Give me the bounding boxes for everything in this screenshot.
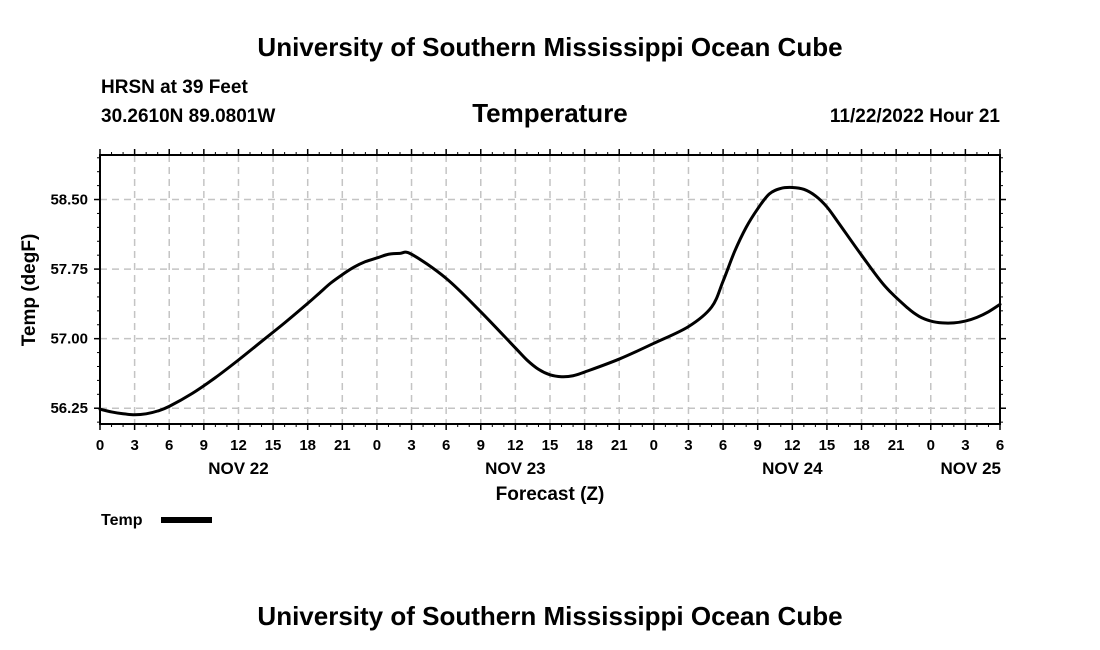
date-label: NOV 22	[208, 459, 268, 478]
x-tick-label: 21	[334, 437, 351, 454]
coordinates-label: 30.2610N 89.0801W	[101, 106, 276, 127]
x-tick-label: 3	[130, 437, 138, 454]
y-tick-label: 58.50	[50, 192, 88, 209]
legend-swatch	[161, 517, 212, 523]
x-tick-label: 21	[611, 437, 628, 454]
footer-title: University of Southern Mississippi Ocean…	[257, 601, 843, 631]
x-tick-label: 9	[200, 437, 208, 454]
x-tick-label: 18	[853, 437, 870, 454]
x-tick-label: 3	[961, 437, 969, 454]
x-tick-label: 0	[96, 437, 104, 454]
x-tick-label: 0	[373, 437, 381, 454]
legend: Temp	[101, 512, 212, 529]
x-tick-label: 0	[650, 437, 658, 454]
x-tick-label: 3	[684, 437, 692, 454]
x-tick-label: 9	[477, 437, 485, 454]
x-tick-label: 15	[819, 437, 836, 454]
x-tick-label: 6	[719, 437, 727, 454]
temp-series-line	[98, 185, 1002, 417]
x-tick-label: 15	[542, 437, 559, 454]
x-tick-label: 6	[442, 437, 450, 454]
y-tick-label: 56.25	[50, 400, 88, 417]
y-tick-label: 57.00	[50, 331, 88, 348]
y-axis-label: Temp (degF)	[19, 234, 40, 347]
station-label: HRSN at 39 Feet	[101, 77, 248, 98]
temperature-chart: 56.25 57.00 57.75 58.50 0 3 6 9 12 15 18 21 0 3 6 9 12 1…	[19, 149, 1006, 529]
x-tick-label: 12	[784, 437, 801, 454]
x-tick-label: 15	[265, 437, 282, 454]
x-tick-label: 9	[754, 437, 762, 454]
grid-lines	[100, 155, 1000, 424]
date-label: NOV 25	[941, 459, 1001, 478]
x-tick-label: 0	[927, 437, 935, 454]
page-title: University of Southern Mississippi Ocean…	[257, 32, 843, 62]
y-tick-labels: 56.25 57.00 57.75 58.50	[50, 192, 88, 418]
legend-label: Temp	[101, 512, 143, 529]
x-tick-label: 12	[230, 437, 247, 454]
x-tick-label: 12	[507, 437, 524, 454]
x-axis-label: Forecast (Z)	[496, 484, 605, 505]
chart-title: Temperature	[472, 98, 628, 128]
datetime-label: 11/22/2022 Hour 21	[829, 106, 1000, 127]
x-tick-label: 21	[888, 437, 905, 454]
date-label: NOV 23	[485, 459, 545, 478]
x-tick-label: 6	[996, 437, 1004, 454]
x-tick-label: 18	[299, 437, 316, 454]
axis-ticks	[94, 149, 1006, 430]
x-tick-label: 18	[576, 437, 593, 454]
date-labels: NOV 22 NOV 23 NOV 24 NOV 25	[208, 459, 1001, 478]
x-tick-label: 3	[407, 437, 415, 454]
date-label: NOV 24	[762, 459, 823, 478]
x-tick-labels: 0 3 6 9 12 15 18 21 0 3 6 9 12 15 18 21 0 3 6 9 12 15 18 21 0 3 6	[96, 437, 1004, 454]
y-tick-label: 57.75	[50, 261, 88, 278]
x-tick-label: 6	[165, 437, 173, 454]
